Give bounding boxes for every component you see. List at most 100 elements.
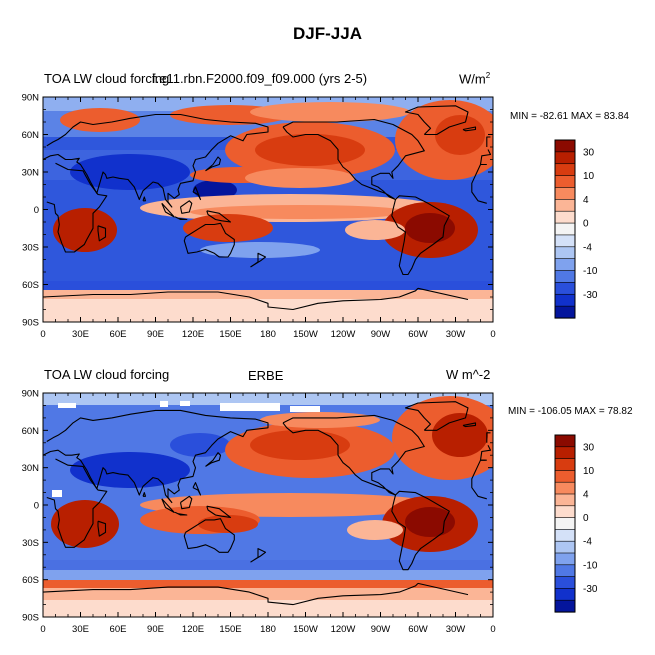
p1-coastline [250, 252, 267, 268]
cb2-label: 30 [583, 442, 595, 453]
cb2-swatch [554, 493, 576, 507]
cb1-swatch [554, 187, 576, 200]
p2-coastline [282, 414, 425, 496]
p1-lon-tick-label: 120E [182, 329, 204, 340]
p2-lon-tick-label: 150W [293, 624, 318, 635]
p1-lon-tick-label: 60W [408, 329, 428, 340]
panel1-units-base: W/m [459, 71, 486, 87]
cb1-swatch [554, 163, 576, 177]
p2-lon-tick-label: 120W [331, 624, 356, 635]
p1-lon-tick-label: 30W [446, 329, 466, 340]
cb2-swatch [554, 576, 576, 589]
p1-coastline [183, 222, 235, 258]
p1-coastline [391, 195, 450, 276]
cb2-label: -4 [583, 537, 592, 548]
panel1-center-label: f.e11.rbn.F2000.f09_f09.000 (yrs 2-5) [152, 71, 368, 86]
p1-coastline [205, 156, 222, 172]
panel1-units-sup: 2 [485, 71, 491, 80]
cb1-swatch [554, 222, 576, 236]
cb1-label: 10 [583, 171, 595, 182]
cb2-swatch [554, 517, 576, 530]
cb1-swatch [554, 210, 576, 224]
panel1-minmax: MIN = -82.61 MAX = 83.84 [510, 111, 629, 122]
p1-lon-tick-label: 90W [371, 329, 391, 340]
p1-lat-tick-label: 30S [22, 243, 39, 254]
p1-coastline [282, 118, 425, 201]
p2-coastline [205, 452, 222, 467]
p2-coastline [250, 548, 267, 563]
p2-lon-tick-label: 90E [147, 624, 164, 635]
p1-coastline [462, 126, 477, 132]
p2-lat-tick-label: 60S [22, 575, 39, 586]
cb1-swatch [554, 175, 576, 189]
p1-coastline [486, 136, 491, 147]
p2-lat-tick-label: 60N [22, 426, 40, 437]
p1-lat-tick-label: 60N [22, 130, 40, 141]
p2-lon-tick-label: 90W [371, 624, 391, 635]
cb1-swatch [554, 293, 576, 307]
p2-coastline [161, 498, 175, 514]
cb2-swatch [554, 588, 576, 601]
cb2-swatch [554, 458, 576, 472]
cb1-swatch [554, 246, 576, 260]
p2-coastline [43, 409, 492, 504]
p1-lat-tick-label: 90N [22, 93, 40, 104]
panel1-left-label: TOA LW cloud forcing [44, 71, 170, 86]
p1-coastline [206, 210, 232, 223]
p2-coastline [391, 490, 450, 571]
p1-lon-tick-label: 60E [110, 329, 127, 340]
p2-lon-tick-label: 30E [72, 624, 89, 635]
p2-lon-tick-label: 150E [219, 624, 241, 635]
cb1-label: -10 [583, 266, 598, 277]
cb1-swatch [554, 270, 576, 283]
p2-lat-tick-label: 30N [22, 463, 40, 474]
panel2-minmax: MIN = -106.05 MAX = 78.82 [508, 406, 633, 417]
cb2-swatch [554, 540, 576, 554]
p2-coastline [97, 520, 107, 537]
p1-lat-tick-label: 90S [22, 318, 39, 329]
panel1-units: W/m2 [459, 71, 490, 86]
cb2-swatch [554, 529, 576, 542]
cb1-label: -30 [583, 290, 598, 301]
p2-coastline [404, 401, 469, 431]
cb1-label: 0 [583, 219, 589, 230]
p1-lon-tick-label: 0 [490, 329, 495, 340]
figure-title: DJF-JJA [293, 24, 362, 43]
p2-coastline [206, 505, 232, 518]
p2-lon-tick-label: 0 [40, 624, 45, 635]
p2-coastline [43, 582, 469, 606]
cb2-label: -10 [583, 560, 598, 571]
p1-coastline [43, 287, 469, 311]
p1-coastline [179, 200, 193, 214]
p2-lat-tick-label: 90S [22, 613, 39, 624]
cb1-label: 30 [583, 147, 595, 158]
cb2-frame [554, 434, 576, 613]
cb1-swatch [554, 234, 576, 248]
p2-lon-tick-label: 120E [182, 624, 204, 635]
cb1-swatch [554, 305, 576, 319]
map-panel-model [43, 97, 493, 322]
p1-coastline [192, 186, 202, 201]
p1-lon-tick-label: 150E [219, 329, 241, 340]
panel2-center-label: ERBE [248, 368, 284, 383]
p1-coastline [97, 225, 107, 242]
p1-lon-tick-label: 180 [260, 329, 276, 340]
cb1-swatch [554, 258, 576, 272]
p2-lat-tick-label: 90N [22, 389, 40, 400]
cb2-swatch [554, 552, 576, 566]
cb2-swatch [554, 434, 576, 448]
cb2-swatch [554, 564, 576, 578]
p2-coastline [486, 432, 491, 443]
cb2-swatch [554, 599, 576, 613]
p2-coastline [192, 482, 202, 496]
p1-lon-tick-label: 150W [293, 329, 318, 340]
p1-lat-tick-label: 30N [22, 168, 40, 179]
cb2-label: 10 [583, 466, 595, 477]
cb1-swatch [554, 199, 576, 212]
cb2-swatch [554, 505, 576, 519]
p1-coastline [404, 105, 469, 136]
p2-lat-tick-label: 0 [34, 501, 39, 512]
p1-coastline [161, 202, 175, 218]
cb1-label: 4 [583, 195, 589, 206]
cb2-label: 4 [583, 490, 589, 501]
